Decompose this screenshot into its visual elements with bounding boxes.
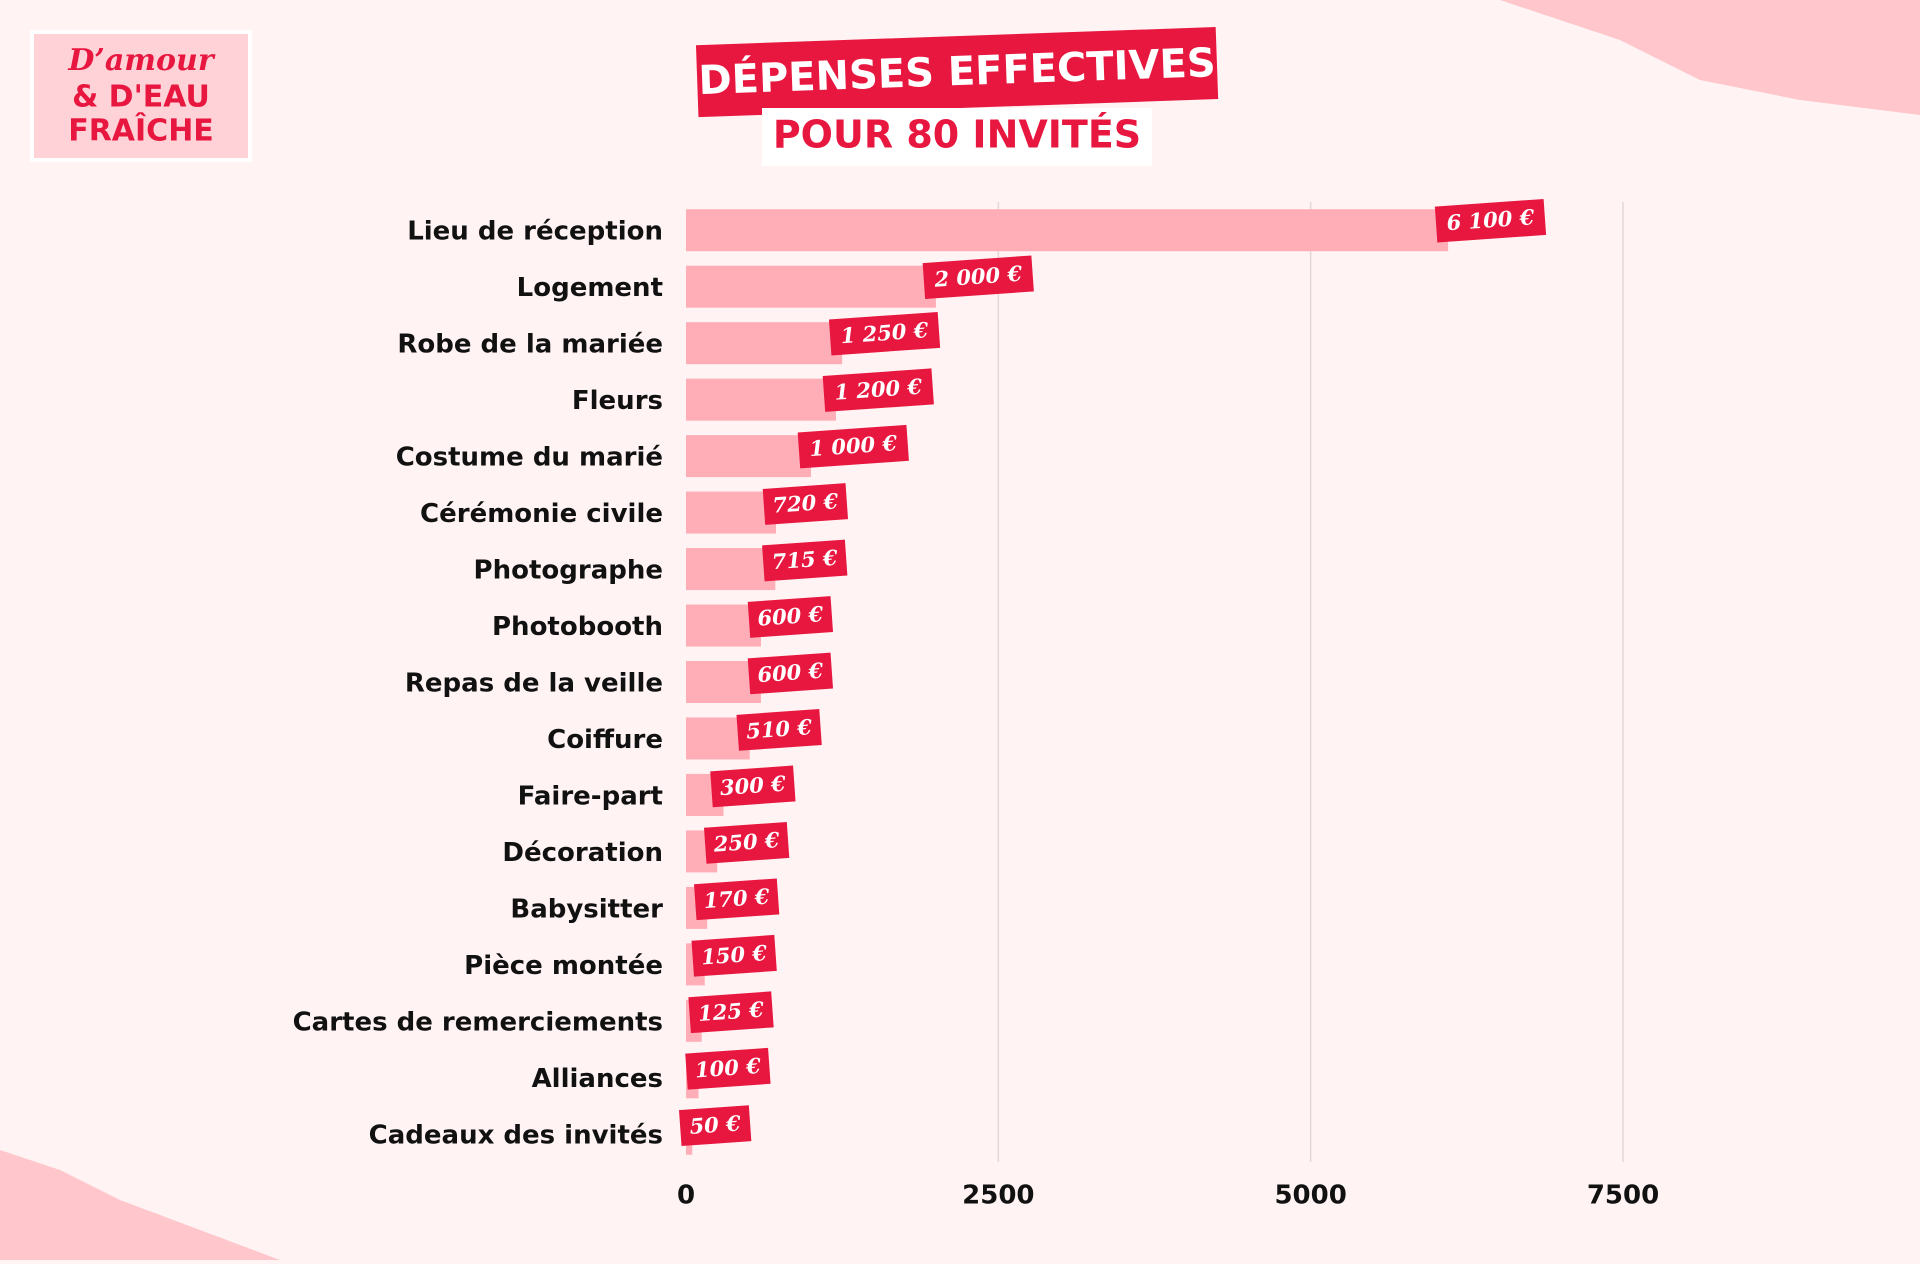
value-tag: 100 € xyxy=(685,1047,771,1090)
value-tag-box xyxy=(822,368,934,412)
value-tag: 1 250 € xyxy=(828,311,941,356)
decor-corner xyxy=(0,1150,280,1260)
value-label: 2 000 € xyxy=(933,261,1024,292)
value-label: 1 000 € xyxy=(809,430,899,461)
value-tag: 250 € xyxy=(703,821,790,864)
value-label: 1 200 € xyxy=(834,374,924,405)
x-tick-label: 2500 xyxy=(962,1181,1034,1211)
value-tag-box xyxy=(710,765,796,808)
value-tag-box xyxy=(703,821,790,864)
value-tag: 715 € xyxy=(762,539,848,582)
value-label: 50 € xyxy=(689,1110,742,1139)
value-tag-box xyxy=(685,1047,771,1090)
y-tick-label: Photographe xyxy=(474,556,663,586)
logo-text: D’amour xyxy=(67,43,215,78)
y-tick-label: Logement xyxy=(517,273,663,303)
y-tick-label: Lieu de réception xyxy=(407,217,663,247)
value-label: 170 € xyxy=(703,884,771,914)
value-tag-box xyxy=(679,1105,752,1147)
value-tag-box xyxy=(736,709,822,751)
value-tag-box xyxy=(762,539,848,582)
logo-text: & D'EAU xyxy=(72,80,210,115)
value-label: 300 € xyxy=(719,771,787,801)
y-tick-label: Costume du marié xyxy=(396,443,663,473)
value-tag: 1 200 € xyxy=(822,368,934,412)
bar xyxy=(686,435,811,478)
y-tick-label: Robe de la mariée xyxy=(397,330,663,360)
value-tag-box xyxy=(828,311,941,356)
value-tag: 1 000 € xyxy=(797,424,909,469)
value-label: 510 € xyxy=(745,714,813,744)
y-tick-label: Coiffure xyxy=(547,725,663,755)
y-tick-label: Alliances xyxy=(532,1064,663,1094)
value-tag-box xyxy=(762,483,849,525)
value-tag: 150 € xyxy=(691,934,777,977)
x-tick-label: 0 xyxy=(677,1181,695,1211)
value-tag: 2 000 € xyxy=(922,255,1034,299)
bar xyxy=(686,209,1449,252)
chart-subtitle: POUR 80 INVITÉS xyxy=(773,113,1141,157)
x-tick-label: 5000 xyxy=(1274,1181,1346,1211)
y-tick-label: Cérémonie civile xyxy=(420,499,663,529)
value-label: 250 € xyxy=(712,827,781,857)
y-tick-label: Repas de la veille xyxy=(405,669,663,699)
y-tick-label: Fleurs xyxy=(572,386,663,416)
value-tag-box xyxy=(688,991,774,1034)
bar xyxy=(686,491,776,534)
bar xyxy=(686,378,836,421)
y-tick-label: Faire-part xyxy=(518,781,663,811)
logo-box xyxy=(30,30,252,162)
value-tag: 600 € xyxy=(747,652,834,695)
y-tick-label: Cadeaux des invités xyxy=(369,1120,663,1150)
value-tag: 6 100 € xyxy=(1434,199,1547,243)
value-tag-box xyxy=(1434,199,1547,243)
y-tick-label: Décoration xyxy=(502,838,663,868)
bar xyxy=(686,322,843,365)
bar xyxy=(686,265,936,308)
value-label: 125 € xyxy=(697,996,765,1026)
value-label: 6 100 € xyxy=(1446,204,1536,235)
value-tag: 720 € xyxy=(762,483,849,525)
y-tick-label: Babysitter xyxy=(510,894,663,924)
value-label: 720 € xyxy=(772,488,840,518)
value-tag-box xyxy=(797,424,909,469)
value-label: 150 € xyxy=(700,940,768,970)
title-box xyxy=(695,27,1219,118)
value-tag-box xyxy=(693,878,780,921)
y-tick-label: Photobooth xyxy=(492,612,663,642)
value-tag-box xyxy=(922,255,1034,299)
value-label: 600 € xyxy=(757,658,825,688)
value-tag-box xyxy=(691,934,777,977)
value-tag-box xyxy=(747,652,834,695)
value-tag: 170 € xyxy=(693,878,780,921)
value-tag: 125 € xyxy=(688,991,774,1034)
value-label: 1 250 € xyxy=(840,317,930,348)
logo-text: FRAÎCHE xyxy=(68,113,214,149)
value-tag-box xyxy=(747,596,834,638)
value-tag: 600 € xyxy=(747,596,834,638)
value-tag: 300 € xyxy=(710,765,796,808)
value-label: 715 € xyxy=(771,545,839,575)
value-label: 100 € xyxy=(694,1053,762,1083)
y-tick-label: Cartes de remerciements xyxy=(293,1007,663,1037)
value-tag: 50 € xyxy=(679,1105,752,1147)
subtitle-box xyxy=(762,108,1152,166)
y-tick-label: Pièce montée xyxy=(464,951,663,981)
value-label: 600 € xyxy=(757,601,825,631)
bar xyxy=(686,548,776,591)
decor-corner xyxy=(1500,0,1920,115)
x-tick-label: 7500 xyxy=(1587,1181,1659,1211)
value-tag: 510 € xyxy=(736,709,822,751)
